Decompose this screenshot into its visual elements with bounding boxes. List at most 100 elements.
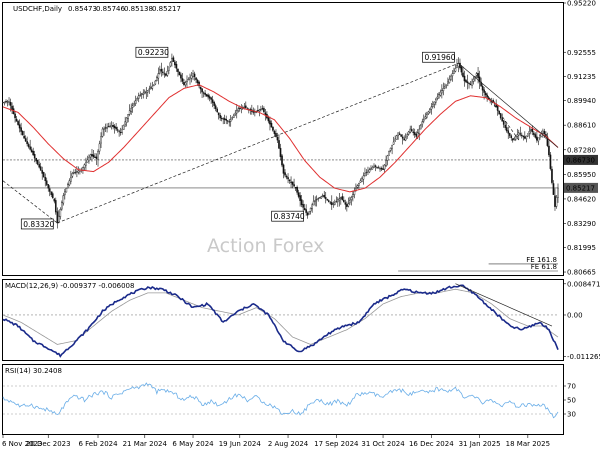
candle [110,121,113,130]
candle-body [204,92,206,95]
candle-body [26,141,28,145]
candle [36,159,39,166]
candle-body [27,144,30,147]
candle-body [326,199,329,201]
candle [62,192,65,206]
candle-body [163,73,166,75]
candle [380,166,383,171]
candle [41,166,44,180]
candle-body [463,75,466,82]
price-annotation-box [135,46,169,58]
candle [349,196,351,205]
candle [400,134,402,137]
candle [8,97,10,106]
candle [51,191,54,199]
candle [174,59,176,69]
candle [54,197,57,215]
candle-body [184,82,187,86]
candle-body [74,171,77,173]
candle [139,91,142,97]
candle-body [498,110,500,115]
candle [27,142,30,149]
candle-body [11,105,13,110]
candle [477,67,479,84]
candle-body [9,102,12,106]
candle-body [24,138,27,142]
candle-body [225,119,228,121]
candle-body [429,109,431,113]
rsi-layer [2,382,559,419]
candle [315,195,318,207]
candle [386,154,389,166]
candle [314,196,316,207]
candle [296,185,298,195]
trendline [458,62,559,148]
candle-body [462,72,464,77]
candle-body [36,159,39,165]
candle [279,143,282,161]
candle-body [29,146,31,150]
candle-body [432,104,434,108]
candle [281,154,283,168]
candle-body [302,204,304,208]
candle-body [267,117,270,122]
candle-body [195,77,197,80]
candle-body [436,96,439,99]
candle-body [543,131,546,134]
candle-body [33,154,36,159]
candle-body [478,76,481,83]
candle-body [17,121,19,125]
rsi-label: RSI(14) 30.2408 [5,367,62,375]
candle-body [374,165,377,167]
candle-body [107,126,110,128]
candle-body [450,76,452,80]
candle-body [50,191,53,195]
candle-body [208,96,211,99]
candle [88,154,90,164]
candle [133,100,136,107]
candle-body [483,89,485,93]
candle [20,122,22,136]
rsi-tick-label: 70 [567,383,576,391]
x-tick-label: 6 Feb 2024 [78,440,118,448]
price-tick-label: 0.87280 [567,146,596,154]
candle-body [329,202,332,204]
candle-body [160,68,163,72]
candle-body [388,151,390,156]
candle-body [180,74,182,79]
candle-body [317,198,320,200]
candle [549,151,552,171]
candle-body [427,111,430,115]
candle-body [418,128,421,134]
candle-body [214,105,217,109]
candle-body [281,155,283,166]
candle-body [145,90,148,93]
price-tick-label: 0.83290 [567,220,596,228]
candle-body [466,81,469,84]
candle-body [321,195,324,197]
candle-body [364,173,366,176]
candle-body [496,105,499,111]
candle [309,207,312,215]
candle [270,120,273,128]
candle [142,89,145,99]
price-tick-label: 0.84620 [567,195,596,203]
candle-body [15,118,18,122]
candle-body [422,118,425,122]
candle-body [178,71,181,76]
candle-body [397,132,399,136]
candle-body [521,134,523,136]
candle-body [419,125,422,130]
candle-body [400,134,402,137]
candle-body [223,118,226,121]
price-flag-label: 0.86730 [566,156,595,164]
candle-body [294,186,297,189]
candle [181,72,184,85]
candle [522,135,525,141]
price-flag [564,154,598,165]
x-tick-label: 31 Oct 2024 [361,440,405,448]
candle [91,149,93,162]
candle-body [260,109,262,111]
candle [3,101,6,106]
candle-body [533,132,535,135]
